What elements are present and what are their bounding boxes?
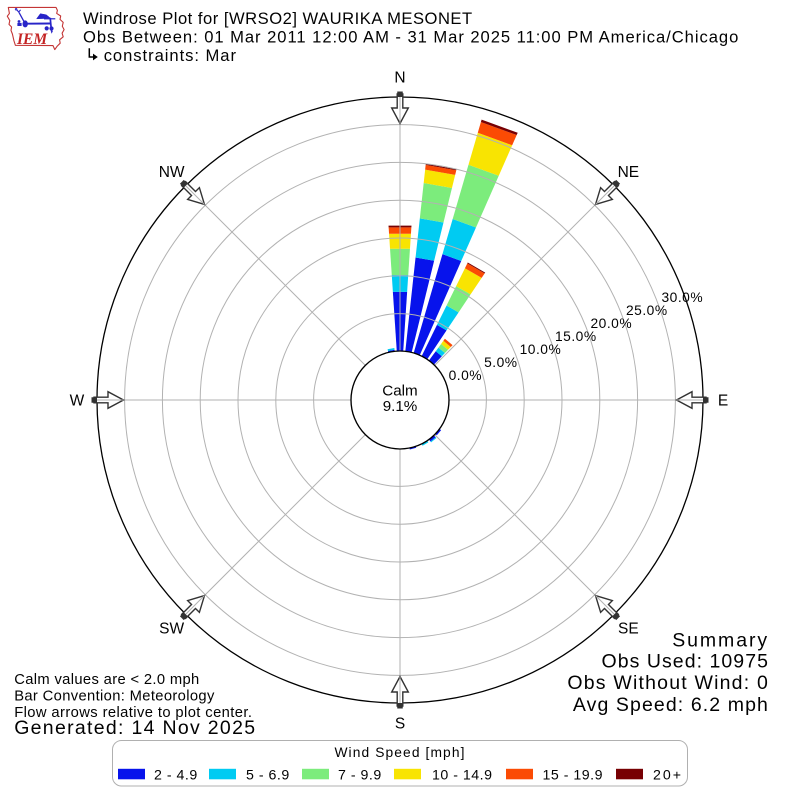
svg-text:Avg Speed: 6.2 mph: Avg Speed: 6.2 mph <box>573 694 769 716</box>
svg-text:SE: SE <box>618 621 639 638</box>
svg-text:10.0%: 10.0% <box>520 342 562 357</box>
svg-text:5 - 6.9: 5 - 6.9 <box>246 767 290 783</box>
svg-text:Obs Used: 10975: Obs Used: 10975 <box>601 651 769 673</box>
svg-text:25.0%: 25.0% <box>626 303 668 318</box>
svg-text:Windrose Plot for [WRSO2] WAUR: Windrose Plot for [WRSO2] WAURIKA MESONE… <box>83 9 473 28</box>
svg-text:30.0%: 30.0% <box>662 290 704 305</box>
svg-text:15.0%: 15.0% <box>555 329 597 344</box>
svg-text:S: S <box>395 715 405 732</box>
svg-text:Wind Speed [mph]: Wind Speed [mph] <box>334 745 465 760</box>
svg-text:20+: 20+ <box>653 767 683 783</box>
svg-text:20.0%: 20.0% <box>591 316 633 331</box>
svg-text:N: N <box>394 69 405 86</box>
svg-text:10 - 14.9: 10 - 14.9 <box>432 767 493 783</box>
svg-text:9.1%: 9.1% <box>383 398 418 415</box>
svg-text:Obs Between: 01 Mar 2011 12:00: Obs Between: 01 Mar 2011 12:00 AM - 31 M… <box>83 28 739 47</box>
svg-text:2 - 4.9: 2 - 4.9 <box>154 767 198 783</box>
svg-text:Calm: Calm <box>382 383 417 400</box>
svg-text:Summary: Summary <box>672 629 769 651</box>
svg-text:Calm values are < 2.0 mph: Calm values are < 2.0 mph <box>14 672 199 688</box>
svg-text:constraints: Mar: constraints: Mar <box>104 46 237 65</box>
svg-text:Obs Without Wind: 0: Obs Without Wind: 0 <box>567 672 769 694</box>
svg-text:SW: SW <box>159 621 184 638</box>
svg-text:Bar Convention: Meteorology: Bar Convention: Meteorology <box>14 689 215 705</box>
svg-text:IEM: IEM <box>16 31 48 48</box>
svg-text:15 - 19.9: 15 - 19.9 <box>543 767 604 783</box>
svg-text:5.0%: 5.0% <box>484 355 517 370</box>
svg-text:0.0%: 0.0% <box>449 368 482 383</box>
svg-text:W: W <box>70 392 85 409</box>
svg-text:E: E <box>718 392 728 409</box>
svg-text:NE: NE <box>618 164 640 181</box>
svg-text:NW: NW <box>159 164 185 181</box>
svg-text:Generated: 14 Nov 2025: Generated: 14 Nov 2025 <box>14 717 256 739</box>
svg-text:7 - 9.9: 7 - 9.9 <box>338 767 382 783</box>
